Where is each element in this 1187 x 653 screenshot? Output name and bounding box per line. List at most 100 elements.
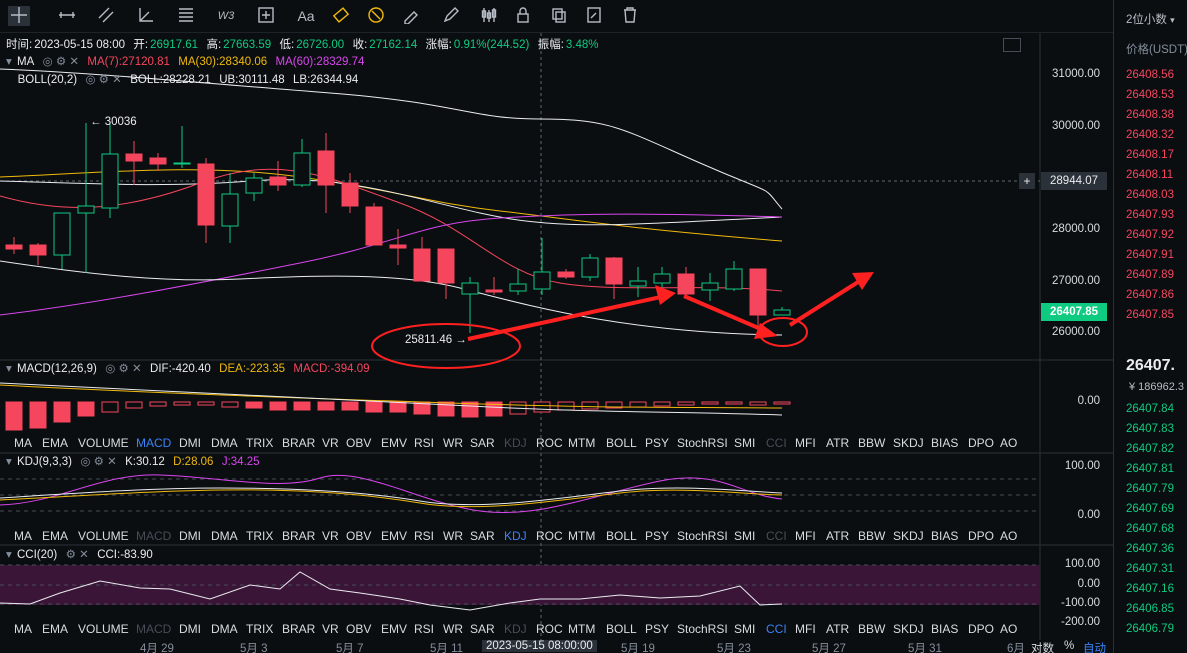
indicator-tab-wr[interactable]: WR [443,622,463,636]
ask-price[interactable]: 26408.56 [1126,69,1174,81]
chart-canvas[interactable] [0,33,1113,653]
horizontal-line-icon[interactable] [56,6,78,26]
indicator-tab-mtm[interactable]: MTM [568,436,596,450]
indicator-tab-trix[interactable]: TRIX [246,436,274,450]
indicator-tab-vr[interactable]: VR [322,529,339,543]
indicator-tab-boll[interactable]: BOLL [606,436,637,450]
fullscreen-icon[interactable] [1003,38,1021,52]
indicator-tab-skdj[interactable]: SKDJ [893,436,924,450]
bid-price[interactable]: 26407.83 [1126,423,1174,435]
indicator-tab-rsi[interactable]: RSI [414,529,435,543]
indicator-tab-ema[interactable]: EMA [42,529,69,543]
angle-icon[interactable] [135,6,157,26]
indicator-tab-bbw[interactable]: BBW [858,622,886,636]
parallel-channel-icon[interactable] [95,6,117,26]
indicator-tab-dpo[interactable]: DPO [968,529,995,543]
indicator-tab-roc[interactable]: ROC [536,436,563,450]
indicator-tab-atr[interactable]: ATR [826,436,850,450]
indicator-tab-ma[interactable]: MA [14,436,32,450]
ruler-icon[interactable] [330,6,352,26]
bid-price[interactable]: 26407.31 [1126,563,1174,575]
indicator-tab-cci[interactable]: CCI [766,436,787,450]
indicator-tab-emv[interactable]: EMV [381,622,408,636]
indicator-tab-bbw[interactable]: BBW [858,529,886,543]
lock-icon[interactable] [512,6,534,26]
copy-icon[interactable] [548,6,570,26]
bid-price[interactable]: 26407.81 [1126,463,1174,475]
indicator-tab-vr[interactable]: VR [322,436,339,450]
indicator-tab-boll[interactable]: BOLL [606,622,637,636]
indicator-tab-rsi[interactable]: RSI [414,436,435,450]
indicator-tab-skdj[interactable]: SKDJ [893,529,924,543]
candles-icon[interactable] [478,6,500,26]
indicator-tab-bias[interactable]: BIAS [931,436,959,450]
add-box-icon[interactable] [255,6,277,26]
ask-price[interactable]: 26407.86 [1126,289,1174,301]
indicator-tab-psy[interactable]: PSY [645,436,670,450]
indicator-tab-volume[interactable]: VOLUME [78,436,129,450]
indicator-tab-sar[interactable]: SAR [470,622,495,636]
indicator-tab-cci[interactable]: CCI [766,529,787,543]
log-scale-toggle[interactable]: 对数 [1031,643,1054,653]
indicator-tab-kdj[interactable]: KDJ [504,622,527,636]
indicator-tab-trix[interactable]: TRIX [246,529,274,543]
indicator-tab-mfi[interactable]: MFI [795,622,816,636]
indicator-tab-ao[interactable]: AO [1000,529,1018,543]
indicator-tab-volume[interactable]: VOLUME [78,622,129,636]
text-icon[interactable]: Aa [297,8,315,24]
indicator-tab-trix[interactable]: TRIX [246,622,274,636]
indicator-tab-skdj[interactable]: SKDJ [893,622,924,636]
indicator-tab-cci[interactable]: CCI [766,622,787,636]
indicator-tab-dma[interactable]: DMA [211,436,238,450]
ask-price[interactable]: 26408.38 [1126,109,1174,121]
indicator-tab-bbw[interactable]: BBW [858,436,886,450]
ask-price[interactable]: 26408.03 [1126,189,1174,201]
indicator-tab-ema[interactable]: EMA [42,622,69,636]
edit-icon[interactable] [583,6,605,26]
fib-lines-icon[interactable] [175,6,197,26]
ask-price[interactable]: 26407.89 [1126,269,1174,281]
crosshair-icon[interactable] [8,6,30,26]
indicator-tab-obv[interactable]: OBV [346,529,372,543]
indicator-tab-roc[interactable]: ROC [536,622,563,636]
percent-scale-toggle[interactable]: % [1064,640,1075,652]
add-alert-icon[interactable]: + [1019,173,1035,189]
kline-chart[interactable]: 时间: 2023-05-15 08:00 开: 26917.61 高: 27663.5… [0,33,1113,653]
indicator-tab-mfi[interactable]: MFI [795,436,816,450]
indicator-tab-dpo[interactable]: DPO [968,436,995,450]
indicator-tab-sar[interactable]: SAR [470,436,495,450]
indicator-tab-bias[interactable]: BIAS [931,622,959,636]
trash-icon[interactable] [619,6,641,26]
wave-icon[interactable]: W3 [217,10,235,22]
ask-price[interactable]: 26407.92 [1126,229,1174,241]
indicator-tab-macd[interactable]: MACD [136,529,172,543]
indicator-tab-mtm[interactable]: MTM [568,622,596,636]
bid-price[interactable]: 26406.85 [1126,603,1174,615]
magnet-icon[interactable] [365,6,387,26]
indicator-tab-dmi[interactable]: DMI [179,436,201,450]
indicator-tab-dpo[interactable]: DPO [968,622,995,636]
indicator-tab-mfi[interactable]: MFI [795,529,816,543]
bid-price[interactable]: 26407.79 [1126,483,1174,495]
indicator-tab-ao[interactable]: AO [1000,622,1018,636]
indicator-tab-kdj[interactable]: KDJ [504,529,527,543]
indicator-tab-ema[interactable]: EMA [42,436,69,450]
bid-price[interactable]: 26407.16 [1126,583,1174,595]
bid-price[interactable]: 26407.69 [1126,503,1174,515]
indicator-tab-dmi[interactable]: DMI [179,622,201,636]
indicator-tab-roc[interactable]: ROC [536,529,563,543]
bid-price[interactable]: 26407.36 [1126,543,1174,555]
indicator-tab-dma[interactable]: DMA [211,529,238,543]
indicator-tab-stochrsi[interactable]: StochRSI [677,529,728,543]
indicator-tab-volume[interactable]: VOLUME [78,529,129,543]
pen-icon[interactable] [440,6,462,26]
ask-price[interactable]: 26407.91 [1126,249,1174,261]
indicator-tab-obv[interactable]: OBV [346,436,372,450]
indicator-tab-emv[interactable]: EMV [381,436,408,450]
indicator-tab-stochrsi[interactable]: StochRSI [677,436,728,450]
indicator-tab-kdj[interactable]: KDJ [504,436,527,450]
ask-price[interactable]: 26408.17 [1126,149,1174,161]
indicator-tab-boll[interactable]: BOLL [606,529,637,543]
indicator-tab-vr[interactable]: VR [322,622,339,636]
indicator-tab-smi[interactable]: SMI [734,622,756,636]
